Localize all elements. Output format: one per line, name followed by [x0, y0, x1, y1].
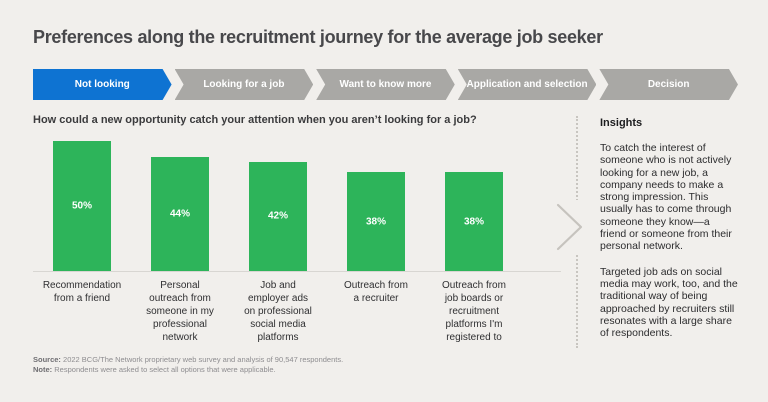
bar-column: 44%	[131, 156, 229, 271]
journey-step-application-and-selection: Application and selection	[458, 69, 597, 100]
category-label: Outreach from a recruiter	[344, 280, 408, 304]
bar-outreach-recruiter: 38%	[347, 172, 405, 271]
insights-paragraph-1: To catch the interest of someone who is …	[600, 142, 732, 253]
chevron-right-icon	[553, 200, 587, 254]
category-label: Personal outreach from someone in my pro…	[146, 280, 214, 343]
note-label: Note:	[33, 365, 53, 374]
bar-value-label: 42%	[267, 210, 288, 222]
journey-step-looking-for-a-job: Looking for a job	[175, 69, 314, 100]
journey-step-label: Want to know more	[339, 79, 432, 90]
footnote: Source: 2022 BCG/The Network proprietary…	[33, 355, 561, 375]
category-label: Job and employer ads on professional soc…	[244, 280, 312, 343]
chart-question: How could a new opportunity catch your a…	[33, 114, 477, 126]
category-label: Outreach from job boards or recruitment …	[442, 280, 506, 343]
source-label: Source:	[33, 355, 61, 364]
category-axis: Recommendation from a friend Personal ou…	[33, 279, 561, 344]
bar-column: 50%	[33, 141, 131, 271]
page-title: Preferences along the recruitment journe…	[33, 27, 603, 47]
journey-step-want-to-know-more: Want to know more	[316, 69, 455, 100]
note-text: Respondents were asked to select all opt…	[54, 365, 276, 374]
note-line: Note: Respondents were asked to select a…	[33, 365, 561, 375]
journey-step-not-looking: Not looking	[33, 69, 172, 100]
bar-column: 38%	[425, 172, 523, 271]
bar-column: 42%	[229, 161, 327, 271]
journey-step-label: Decision	[647, 79, 690, 90]
source-text: 2022 BCG/The Network proprietary web sur…	[63, 355, 344, 364]
bar-outreach-job-boards: 38%	[445, 172, 503, 271]
source-line: Source: 2022 BCG/The Network proprietary…	[33, 355, 561, 365]
bar-column: 38%	[327, 172, 425, 271]
bar-value-label: 50%	[71, 200, 92, 212]
bar-personal-outreach: 44%	[151, 156, 209, 271]
insights-paragraph-2: Targeted job ads on social media may wor…	[600, 265, 738, 340]
bar-job-employer-ads: 42%	[249, 161, 307, 271]
journey-steps: Not looking Looking for a job Want to kn…	[33, 69, 738, 100]
insights-panel: Insights To catch the interest of someon…	[600, 114, 738, 375]
journey-step-decision: Decision	[599, 69, 738, 100]
bar-value-label: 44%	[169, 208, 190, 220]
bar-value-label: 38%	[463, 216, 484, 228]
separator	[553, 114, 600, 375]
journey-step-label: Application and selection	[466, 79, 588, 90]
bar-recommendation-friend: 50%	[53, 141, 111, 271]
journey-step-label: Looking for a job	[203, 79, 285, 90]
bar-chart: How could a new opportunity catch your a…	[33, 114, 561, 375]
bar-value-label: 38%	[365, 216, 386, 228]
chart-plot-area: 50% 44% 42% 38%	[33, 141, 561, 272]
insights-heading: Insights	[600, 117, 643, 129]
category-label: Recommendation from a friend	[42, 280, 122, 304]
content-row: How could a new opportunity catch your a…	[33, 114, 738, 375]
journey-step-label: Not looking	[74, 79, 130, 90]
